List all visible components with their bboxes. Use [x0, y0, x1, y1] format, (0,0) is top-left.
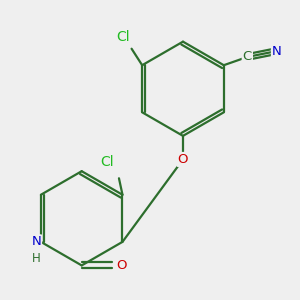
Text: O: O — [116, 259, 127, 272]
Text: H: H — [32, 252, 40, 265]
Text: C: C — [243, 50, 252, 64]
Text: O: O — [178, 153, 188, 166]
Text: N: N — [272, 45, 282, 58]
Text: Cl: Cl — [116, 30, 130, 44]
Text: N: N — [31, 236, 41, 248]
Text: Cl: Cl — [100, 155, 114, 169]
